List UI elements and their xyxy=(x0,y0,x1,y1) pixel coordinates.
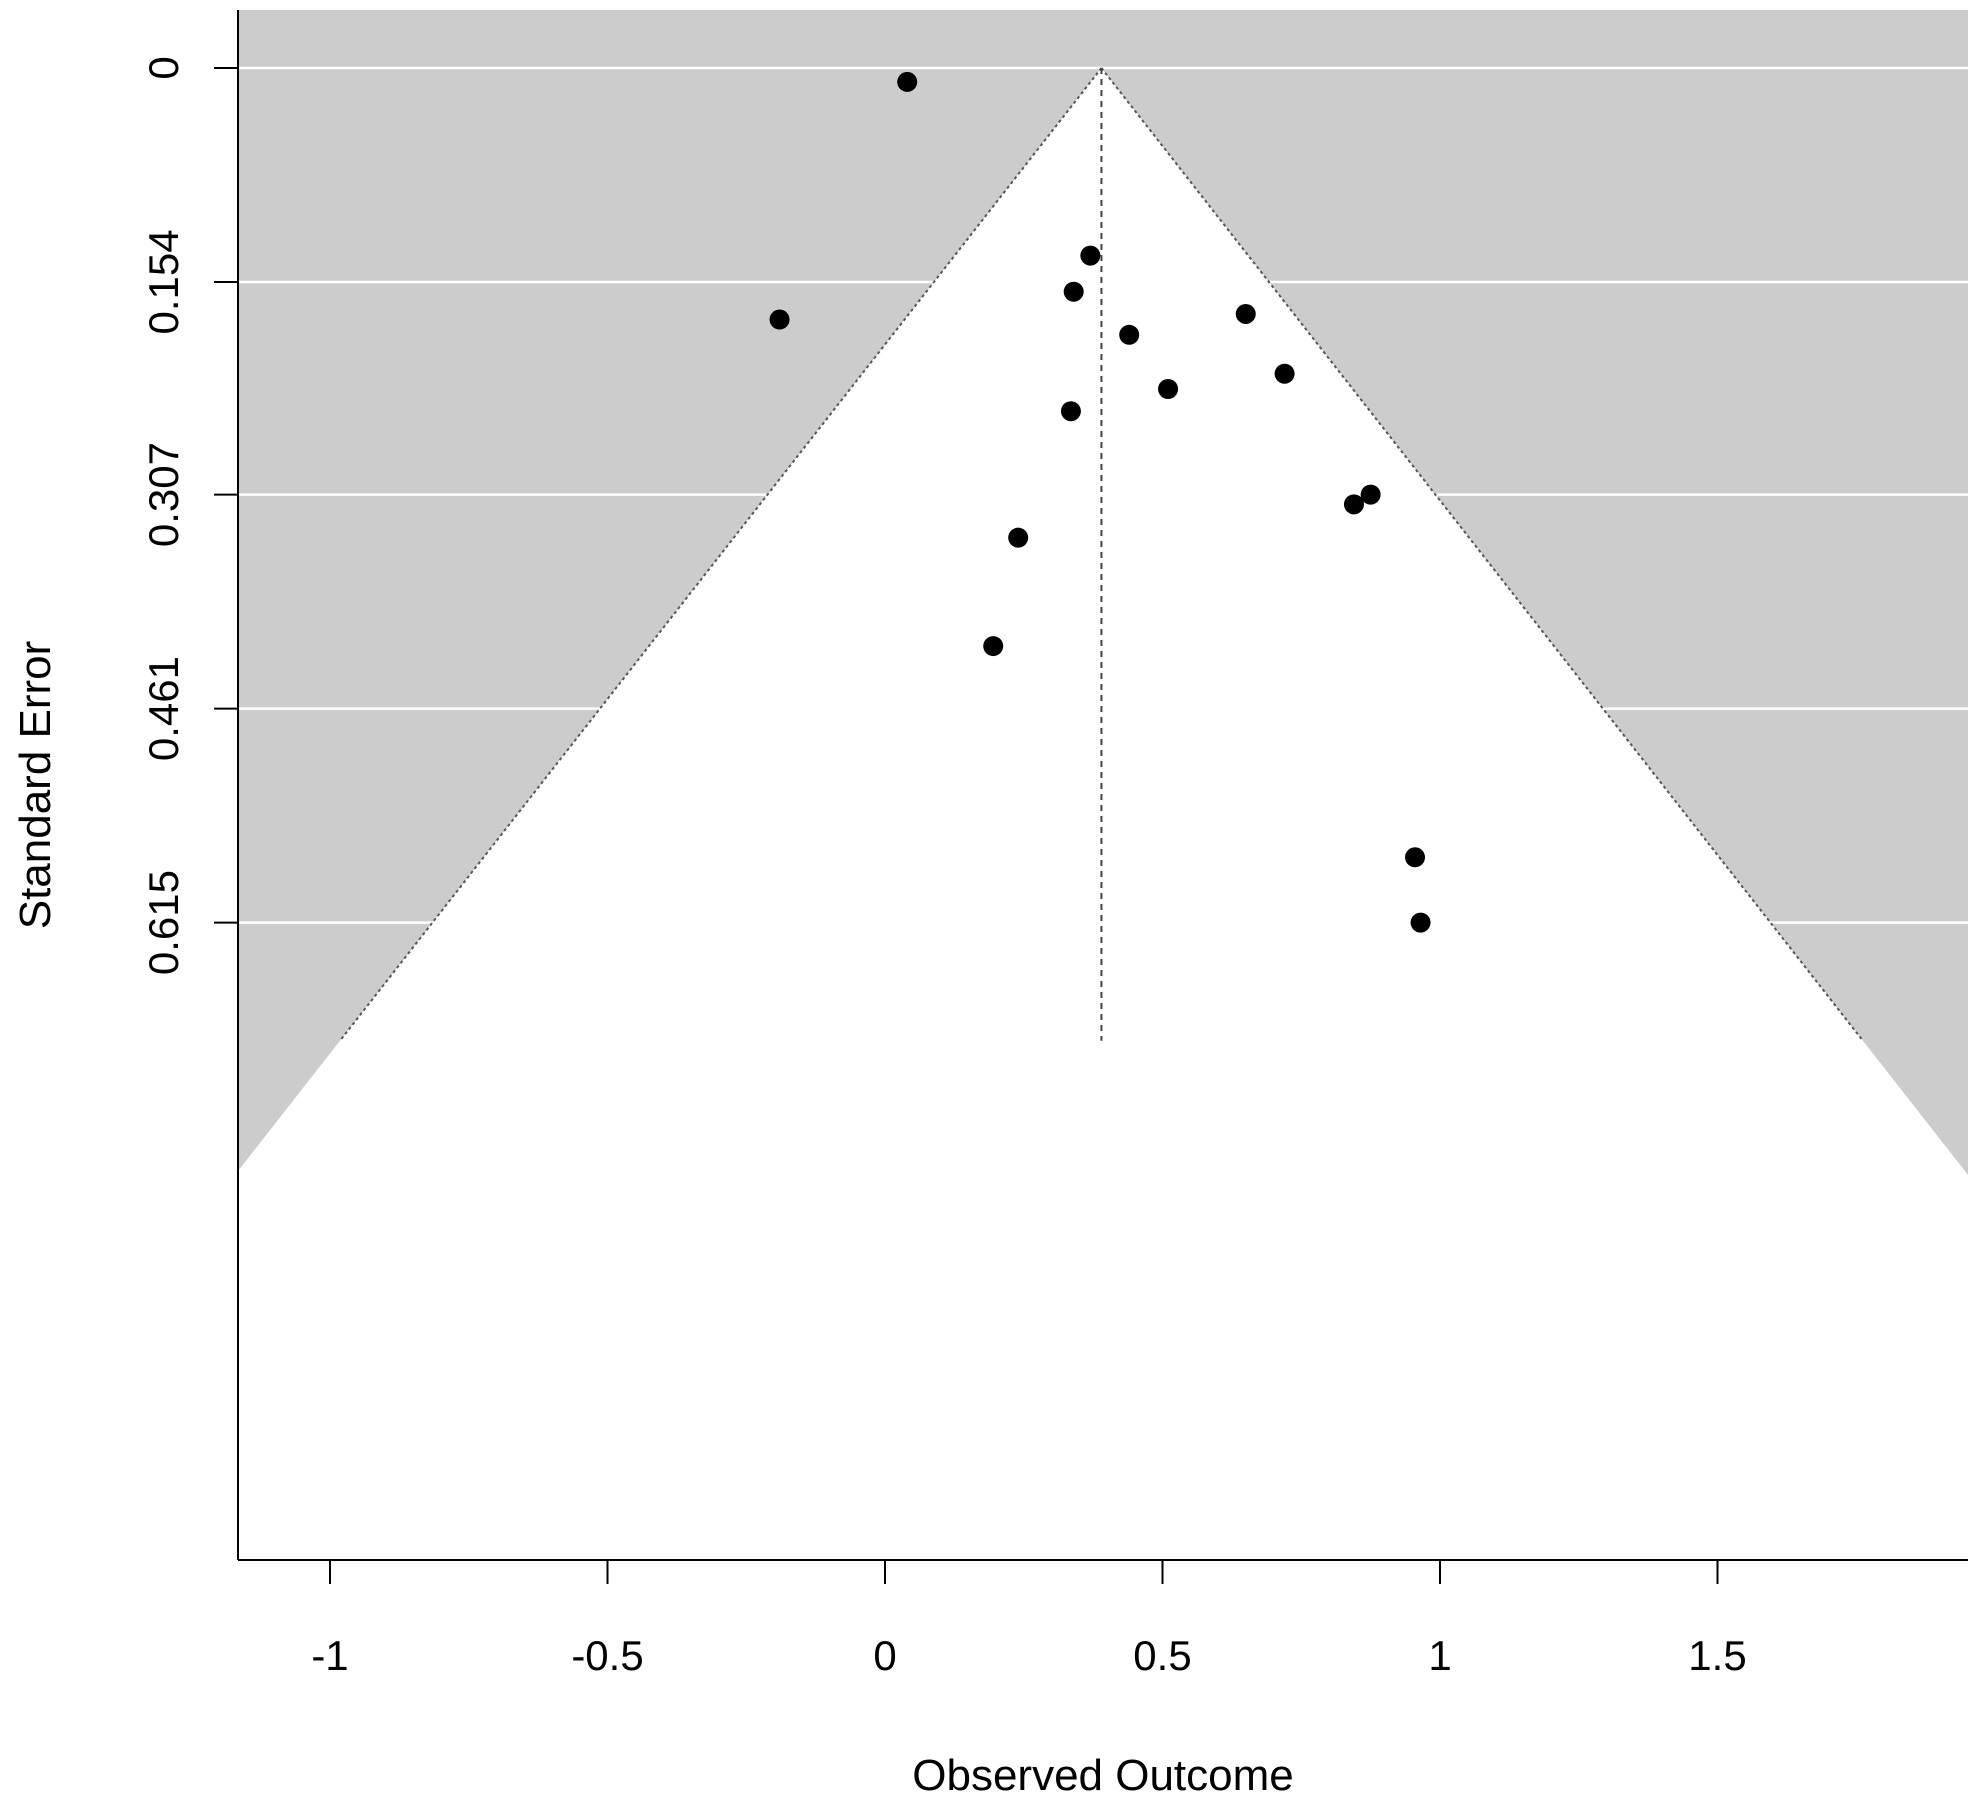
data-point-15 xyxy=(1410,912,1431,933)
x-tick-label-2: 0 xyxy=(873,1632,896,1679)
x-axis-title: Observed Outcome xyxy=(912,1751,1294,1798)
data-point-4 xyxy=(769,309,790,330)
y-axis-title: Standard Error xyxy=(11,641,60,930)
data-point-9 xyxy=(1060,401,1081,422)
funnel-right-edge xyxy=(1100,67,1864,1042)
data-point-5 xyxy=(1235,303,1256,324)
data-point-2 xyxy=(1080,245,1101,266)
x-tick-label-3: 0.5 xyxy=(1133,1632,1191,1679)
data-point-10 xyxy=(1360,484,1381,505)
x-tick-label-0: -1 xyxy=(311,1632,348,1679)
x-tick-label-1: -0.5 xyxy=(571,1632,643,1679)
data-point-7 xyxy=(1274,363,1295,384)
funnel-region xyxy=(0,68,1983,1560)
data-point-14 xyxy=(1405,847,1426,868)
data-point-3 xyxy=(1063,281,1084,302)
funnel-left-edge xyxy=(339,67,1103,1042)
y-axis: 0 0.154 0.307 0.461 0.615 xyxy=(140,10,239,1560)
x-tick-label-5: 1.5 xyxy=(1688,1632,1746,1679)
y-tick-label-1: 0.154 xyxy=(140,229,187,334)
x-axis: -1 -0.5 0 0.5 1 1.5 xyxy=(238,1559,1968,1679)
y-tick-label-2: 0.307 xyxy=(140,442,187,547)
funnel-edges xyxy=(339,67,1864,1042)
y-tick-label-3: 0.461 xyxy=(140,656,187,761)
data-point-13 xyxy=(983,636,1004,657)
data-point-1 xyxy=(897,71,918,92)
x-tick-label-4: 1 xyxy=(1428,1632,1451,1679)
y-tick-label-4: 0.615 xyxy=(140,870,187,975)
data-point-11 xyxy=(1343,494,1364,515)
data-point-6 xyxy=(1119,324,1140,345)
data-points xyxy=(769,71,1431,933)
data-point-8 xyxy=(1158,378,1179,399)
y-tick-label-0: 0 xyxy=(140,56,187,79)
data-point-12 xyxy=(1008,527,1029,548)
